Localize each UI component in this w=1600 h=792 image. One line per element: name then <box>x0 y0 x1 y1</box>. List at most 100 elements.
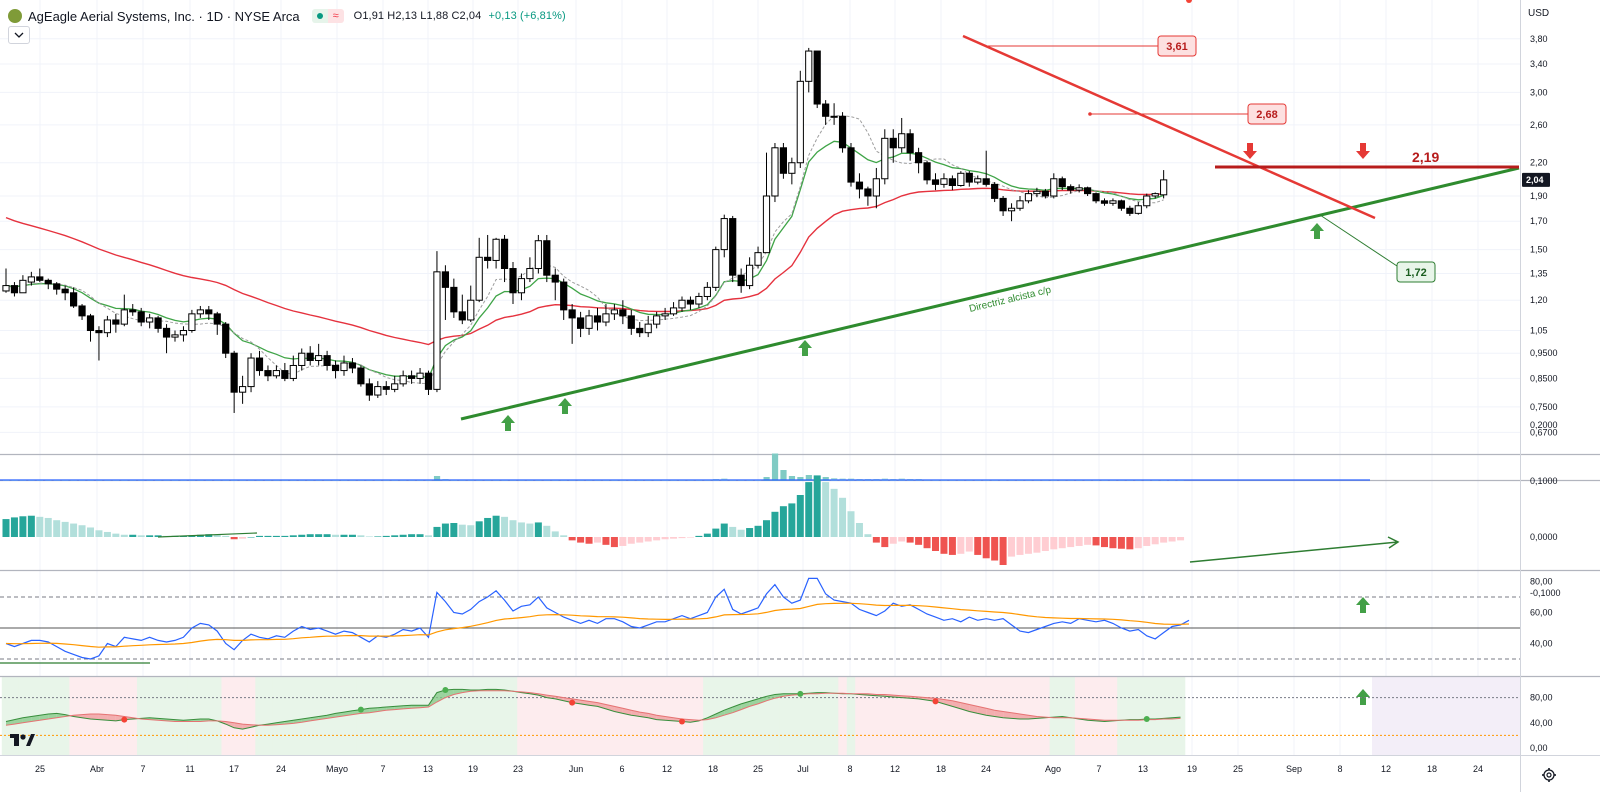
gear-icon[interactable] <box>1541 767 1557 783</box>
macd-bar <box>281 535 289 537</box>
macd-bar <box>923 537 931 549</box>
osc-fill <box>1011 712 1020 720</box>
macd-bar <box>729 526 737 537</box>
macd-bar <box>771 511 779 537</box>
macd-bar <box>1016 537 1024 555</box>
volume-bar <box>805 475 812 481</box>
candle-body <box>331 364 340 372</box>
osc-fill <box>31 715 40 722</box>
price-tick-label: 3,40 <box>1530 59 1548 69</box>
candle-body <box>298 352 306 366</box>
candle-body <box>120 309 128 325</box>
callout-box <box>1396 261 1436 283</box>
osc-fill <box>98 713 108 721</box>
arrow-right-icon <box>1387 536 1400 549</box>
candle-body <box>78 305 86 317</box>
tradingview-logo-icon[interactable] <box>8 732 36 748</box>
macd-bar <box>391 535 399 537</box>
macd-bar <box>1168 537 1176 542</box>
macd-bar <box>526 523 534 537</box>
oscillator-band <box>373 677 383 755</box>
rsi-pane: 80,00 60,00 40,00 <box>0 577 1553 664</box>
macd-bar <box>1117 537 1125 549</box>
time-tick-label: 12 <box>890 764 900 774</box>
up-arrow-icon <box>1356 689 1370 705</box>
oscillator-band <box>821 677 831 755</box>
macd-bar <box>137 535 145 537</box>
macd-bar <box>1075 537 1083 546</box>
oscillator-band <box>382 677 391 755</box>
candle-body <box>348 362 357 369</box>
candle-body <box>551 274 559 283</box>
macd-bar <box>1041 537 1049 551</box>
candle-body <box>424 372 433 390</box>
oscillator-band <box>796 677 806 755</box>
up-arrow-icon <box>1310 223 1324 239</box>
time-tick-label: 18 <box>1427 764 1437 774</box>
candle-body <box>669 307 678 315</box>
candle-body <box>408 375 416 379</box>
price-axis[interactable]: 3,80 3,40 3,00 2,60 2,20 1,90 1,70 1,50 1,35 1,20… <box>1520 0 1558 792</box>
osc-fill <box>436 690 446 703</box>
macd-bar <box>467 525 475 537</box>
macd-bar <box>543 525 551 537</box>
macd-bar <box>982 537 990 559</box>
oscillator-band <box>491 677 501 755</box>
macd-bar <box>1134 537 1142 549</box>
macd-bar <box>298 534 306 537</box>
oscillator-band <box>120 677 130 755</box>
oscillator-band <box>965 677 975 755</box>
macd-bar <box>999 537 1007 565</box>
candle-body <box>838 115 847 149</box>
candle-body <box>1109 200 1117 204</box>
time-axis[interactable]: 25 Abr 7 11 17 24 Mayo 7 13 19 23 Jun 6 12 18 25 Jul 8 12 1… <box>0 755 1600 775</box>
last-price-tag <box>1522 172 1550 187</box>
oscillator-band <box>601 677 611 755</box>
osc-fill <box>39 713 49 721</box>
macd-bar <box>974 537 982 555</box>
status-pill[interactable]: ≈ <box>311 9 344 23</box>
collapse-legend-button[interactable] <box>8 26 30 44</box>
candle-body <box>306 352 314 361</box>
oscillator-band <box>660 677 670 755</box>
macd-bar <box>36 516 44 537</box>
candle-body <box>255 357 264 372</box>
oscillator-band <box>153 677 163 755</box>
oscillator-band <box>196 677 206 755</box>
macd-bar <box>154 535 162 537</box>
symbol-logo-icon <box>8 9 22 23</box>
oscillator-band <box>1066 677 1076 755</box>
macd-bar <box>239 537 247 539</box>
candle-body <box>450 286 458 313</box>
candle-body <box>272 370 280 377</box>
macd-bar <box>1092 537 1100 546</box>
oscillator-band <box>846 677 856 755</box>
oscillator-band <box>466 677 476 755</box>
candle-body <box>526 268 534 280</box>
macd-bar <box>27 515 35 537</box>
oscillator-band <box>458 677 468 755</box>
candle-body <box>940 178 948 185</box>
callout-box <box>1247 103 1287 125</box>
time-tick-label: 18 <box>936 764 946 774</box>
oscillator-band <box>1108 677 1118 755</box>
macd-bar <box>1160 537 1168 543</box>
candle-body <box>627 315 635 329</box>
candle-body <box>365 383 373 396</box>
macd-bar <box>585 537 593 544</box>
currency-label[interactable]: USD <box>1528 8 1550 19</box>
oscillator-band <box>483 677 493 755</box>
macd-bar <box>636 537 644 543</box>
oscillator-band <box>863 677 873 755</box>
time-tick-label: 25 <box>753 764 763 774</box>
macd-bar <box>577 537 585 543</box>
oscillator-band <box>145 677 155 755</box>
candle-body <box>61 288 69 294</box>
candle-body <box>1050 178 1058 197</box>
time-tick-label: 8 <box>1337 764 1342 774</box>
price-tick-label: 3,00 <box>1530 87 1548 97</box>
time-tick-label: Jul <box>797 764 809 774</box>
candle-body <box>923 162 931 181</box>
symbol-title[interactable]: AgEagle Aerial Systems, Inc. · 1D · NYSE… <box>28 8 300 24</box>
